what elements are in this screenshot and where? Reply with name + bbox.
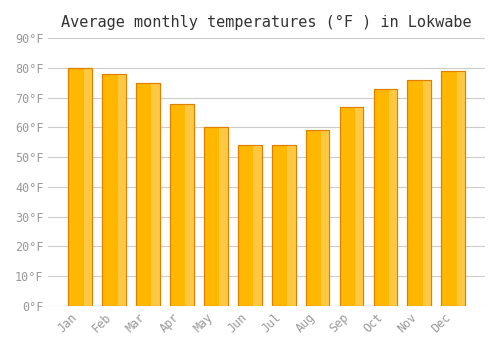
Bar <box>272 145 295 306</box>
Bar <box>287 145 296 306</box>
Bar <box>374 89 398 306</box>
Bar <box>170 104 194 306</box>
Title: Average monthly temperatures (°F ) in Lokwabe: Average monthly temperatures (°F ) in Lo… <box>62 15 472 30</box>
Bar <box>102 74 126 306</box>
Bar <box>408 80 431 306</box>
Bar <box>321 130 330 306</box>
Bar <box>306 130 330 306</box>
Bar <box>340 106 363 306</box>
Bar <box>238 145 262 306</box>
Bar <box>355 106 364 306</box>
Bar <box>170 104 194 306</box>
Bar <box>68 68 92 306</box>
Bar <box>272 145 295 306</box>
Bar <box>408 80 431 306</box>
Bar <box>204 127 228 306</box>
Bar <box>389 89 398 306</box>
Bar <box>423 80 431 306</box>
Bar <box>136 83 160 306</box>
Bar <box>238 145 262 306</box>
Bar <box>136 83 160 306</box>
Bar <box>306 130 330 306</box>
Bar <box>118 74 126 306</box>
Bar <box>204 127 228 306</box>
Bar <box>340 106 363 306</box>
Bar <box>374 89 398 306</box>
Bar <box>442 71 465 306</box>
Bar <box>186 104 194 306</box>
Bar <box>84 68 92 306</box>
Bar <box>457 71 465 306</box>
Bar <box>220 127 228 306</box>
Bar <box>442 71 465 306</box>
Bar <box>68 68 92 306</box>
Bar <box>254 145 262 306</box>
Bar <box>152 83 160 306</box>
Bar <box>102 74 126 306</box>
